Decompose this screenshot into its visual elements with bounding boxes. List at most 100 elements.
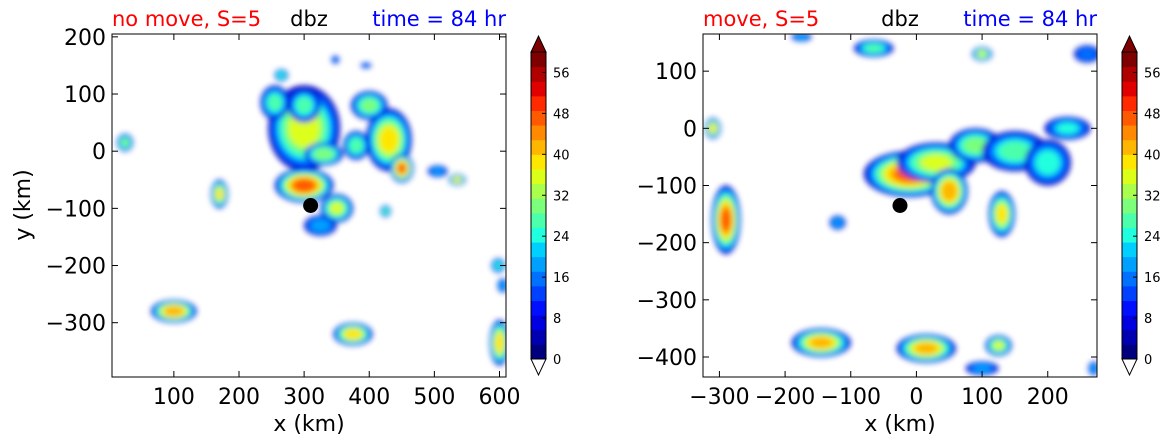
reflectivity-cell <box>1074 45 1097 63</box>
x-tick-label: 0 <box>909 385 923 410</box>
panel2-frame <box>702 33 1098 378</box>
y-tick-label: −100 <box>637 174 697 199</box>
colorbar-band <box>1122 52 1137 68</box>
colorbar-band <box>1122 315 1137 331</box>
colorbar-band <box>531 95 546 111</box>
x-tick-label: −300 <box>689 385 749 410</box>
reflectivity-cell <box>274 69 288 81</box>
colorbar-band <box>1122 271 1137 287</box>
reflectivity-cell <box>972 47 992 61</box>
x-tick-label: 300 <box>283 385 325 410</box>
colorbar-extend-min <box>530 358 547 377</box>
colorbar-extend-min <box>1121 358 1138 377</box>
reflectivity-cell <box>360 62 372 69</box>
reflectivity-cell <box>985 335 1012 356</box>
colorbar-band <box>1122 95 1137 111</box>
colorbar-tick-label: 32 <box>553 189 570 204</box>
colorbar-band <box>531 212 546 228</box>
panel1-axes: 100 200 300 400 500 600 200 100 0 −100 −200 −300 <box>46 26 521 410</box>
x-tick-label: 100 <box>153 385 195 410</box>
colorbar-band <box>1122 154 1137 170</box>
panel2-title-left: move, S=5 <box>703 7 819 31</box>
colorbar-band <box>531 154 546 170</box>
panel1-plot-area <box>117 55 506 366</box>
y-tick-label: −300 <box>46 312 106 337</box>
reflectivity-cell <box>711 185 741 255</box>
colorbar-band <box>1122 110 1137 126</box>
reflectivity-cell <box>491 258 505 273</box>
colorbar-band <box>531 168 546 185</box>
colorbar-frame <box>530 51 547 360</box>
colorbar-tick-label: 0 <box>1144 353 1152 368</box>
reflectivity-cell <box>331 55 340 64</box>
reflectivity-cell <box>1044 116 1091 140</box>
y-tick-label: −100 <box>46 197 106 222</box>
x-tick-label: 200 <box>218 385 260 410</box>
x-tick-label: 500 <box>413 385 455 410</box>
colorbar-tick-label: 16 <box>1144 271 1161 286</box>
colorbar-band <box>531 271 546 287</box>
colorbar-tick-label: 24 <box>553 230 570 245</box>
colorbar-tick-label: 24 <box>1144 230 1161 245</box>
panel2-title-right: time = 84 hr <box>963 7 1097 31</box>
storm-center-marker <box>303 198 319 213</box>
panel1-title-left: no move, S=5 <box>112 7 261 31</box>
colorbar-band <box>1122 139 1137 155</box>
colorbar-band <box>1122 212 1137 228</box>
reflectivity-cell <box>351 91 388 120</box>
panel1-frame <box>111 33 507 378</box>
colorbar-band <box>531 300 546 316</box>
colorbar-band <box>531 227 546 243</box>
y-tick-label: −200 <box>46 255 106 280</box>
colorbar-band <box>531 329 546 345</box>
reflectivity-cell <box>274 168 334 203</box>
storm-center-marker <box>892 198 908 213</box>
panel2-colorbar: 0 8 16 24 32 40 48 56 <box>1121 34 1161 377</box>
panel1-title-right: time = 84 hr <box>372 7 506 31</box>
y-tick-label: −300 <box>637 289 697 314</box>
colorbar-tick-label: 56 <box>553 66 570 81</box>
y-tick-label: 200 <box>64 26 106 51</box>
reflectivity-cell <box>791 34 812 42</box>
reflectivity-cell <box>320 194 353 223</box>
y-tick-label: 0 <box>92 140 106 165</box>
colorbar-tick-label: 8 <box>553 312 561 327</box>
panel1-ylabel: y (km) <box>11 169 36 240</box>
reflectivity-cell <box>704 118 721 139</box>
reflectivity-cell <box>896 334 956 363</box>
colorbar-tick-label: 56 <box>1144 66 1161 81</box>
x-tick-label: 100 <box>961 385 1003 410</box>
reflectivity-cell <box>988 191 1015 237</box>
colorbar-band <box>1122 81 1137 97</box>
colorbar-band <box>531 183 546 199</box>
reflectivity-cell <box>427 165 448 177</box>
reflectivity-cell <box>791 328 851 357</box>
reflectivity-cell <box>304 142 344 166</box>
panel1-colorbar: 0 8 16 24 32 40 48 56 <box>530 34 570 377</box>
reflectivity-cell <box>1024 139 1071 186</box>
x-tick-label: 200 <box>1027 385 1069 410</box>
colorbar-band <box>1122 329 1137 345</box>
reflectivity-cell <box>930 168 968 215</box>
panel2-xlabel: x (km) <box>864 412 935 437</box>
colorbar-band <box>531 139 546 155</box>
panel1-title-center: dbz <box>290 7 328 31</box>
colorbar-band <box>531 315 546 331</box>
y-tick-label: 100 <box>64 83 106 108</box>
panel2-plot-area <box>704 34 1097 376</box>
colorbar-band <box>1122 256 1137 272</box>
reflectivity-cell <box>497 278 506 293</box>
y-tick-label: 0 <box>683 117 697 142</box>
y-tick-label: −200 <box>637 232 697 257</box>
colorbar-band <box>531 66 546 82</box>
x-tick-label: 400 <box>348 385 390 410</box>
colorbar-tick-label: 48 <box>553 107 570 122</box>
colorbar-tick-label: 8 <box>1144 312 1152 327</box>
x-tick-label: 600 <box>478 385 520 410</box>
colorbar-tick-label: 48 <box>1144 107 1161 122</box>
panel2-title-center: dbz <box>881 7 919 31</box>
colorbar-extend-max <box>1121 34 1138 53</box>
reflectivity-cell <box>380 205 391 217</box>
y-tick-label: −400 <box>637 346 697 371</box>
